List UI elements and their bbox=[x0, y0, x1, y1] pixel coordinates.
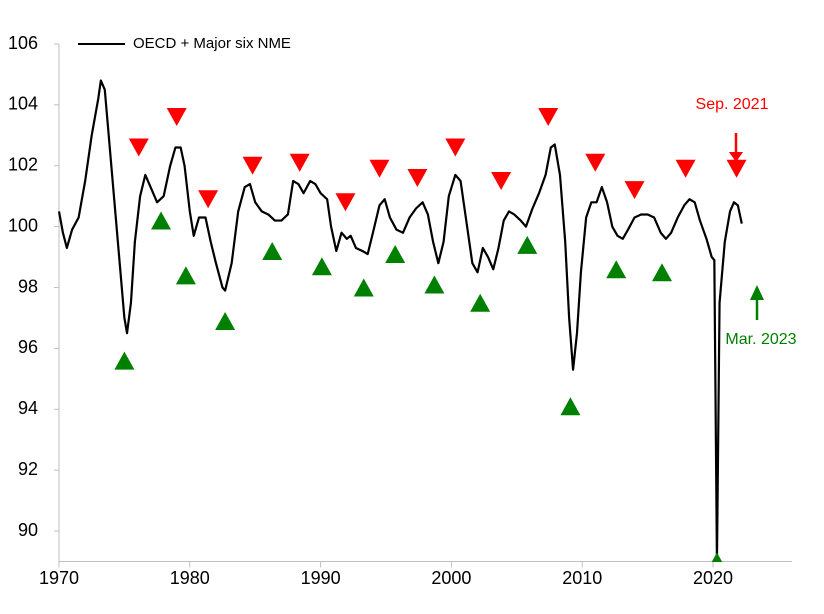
y-tick-label: 90 bbox=[18, 520, 38, 540]
y-tick-label: 92 bbox=[18, 459, 38, 479]
peak-marker bbox=[407, 168, 428, 187]
annotation: Sep. 2021 bbox=[696, 96, 769, 113]
y-tick-label: 104 bbox=[8, 94, 38, 114]
peak-marker bbox=[624, 181, 645, 200]
trough-marker bbox=[114, 351, 135, 370]
x-tick-label: 2010 bbox=[562, 568, 602, 588]
trough-marker bbox=[606, 260, 627, 279]
peak-marker bbox=[585, 153, 606, 172]
y-tick-label: 106 bbox=[8, 33, 38, 53]
peak-marker bbox=[335, 193, 356, 212]
trough-marker bbox=[470, 293, 491, 312]
legend-label: OECD + Major six NME bbox=[133, 35, 291, 52]
trough-marker bbox=[517, 235, 538, 254]
y-tick-label: 100 bbox=[8, 215, 38, 235]
peak-marker bbox=[128, 138, 149, 157]
peak-marker bbox=[675, 159, 696, 178]
trough-marker bbox=[262, 242, 283, 260]
plot-area bbox=[57, 79, 747, 562]
trough-marker bbox=[353, 278, 374, 297]
x-tick-label: 1970 bbox=[39, 568, 79, 588]
annotation-arrow-head bbox=[750, 285, 764, 300]
y-tick-label: 98 bbox=[18, 276, 38, 296]
y-tick-label: 96 bbox=[18, 337, 38, 357]
y-tick-label: 102 bbox=[8, 155, 38, 175]
x-tick-label: 2000 bbox=[431, 568, 471, 588]
peak-marker bbox=[445, 138, 466, 157]
trough-marker bbox=[215, 312, 236, 331]
trough-marker bbox=[311, 257, 332, 276]
trough-marker bbox=[151, 211, 172, 230]
x-tick-label: 2020 bbox=[693, 568, 733, 588]
x-tick-label: 1980 bbox=[170, 568, 210, 588]
trough-marker bbox=[385, 245, 406, 264]
peak-marker bbox=[166, 108, 187, 127]
trough-marker bbox=[424, 275, 445, 294]
peak-marker bbox=[538, 108, 559, 127]
annotation-arrow-head bbox=[729, 152, 743, 162]
series-line bbox=[57, 79, 743, 562]
peak-marker bbox=[198, 190, 219, 209]
peak-marker bbox=[242, 156, 263, 175]
trough-marker bbox=[175, 266, 196, 285]
peak-marker bbox=[289, 153, 310, 172]
trough-marker bbox=[711, 552, 723, 562]
y-tick-label: 94 bbox=[18, 398, 38, 418]
trough-marker bbox=[560, 397, 581, 416]
trough-marker bbox=[652, 263, 673, 282]
peak-marker bbox=[726, 159, 747, 178]
peak-marker bbox=[491, 171, 512, 190]
x-tick-label: 1990 bbox=[301, 568, 341, 588]
peak-marker bbox=[369, 159, 390, 178]
annotation: Mar. 2023 bbox=[725, 331, 796, 348]
